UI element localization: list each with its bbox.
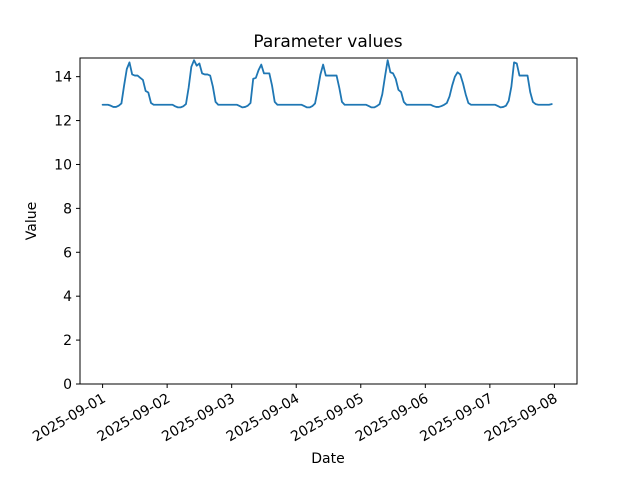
x-tick-label: 2025-09-08 [482,391,560,446]
x-axis-label: Date [311,451,344,467]
y-tick-label: 8 [63,201,72,217]
data-line [101,59,553,109]
y-tick-label: 12 [54,114,72,130]
axes-spines [79,57,578,385]
y-tick-label: 10 [54,157,72,173]
x-axis-ticks: 2025-09-012025-09-022025-09-032025-09-04… [30,384,560,445]
y-tick-label: 2 [63,333,72,349]
y-tick-label: 6 [63,245,72,261]
y-tick-label: 4 [63,289,72,305]
y-axis-ticks: 0 2 4 6 8 10 12 14 [54,70,80,393]
y-axis-label: Value [24,202,40,240]
y-tick-label: 0 [63,377,72,393]
y-tick-label: 14 [54,70,72,86]
series-line [101,59,553,109]
plot-frame [79,57,578,385]
chart-title: Parameter values [253,32,402,52]
